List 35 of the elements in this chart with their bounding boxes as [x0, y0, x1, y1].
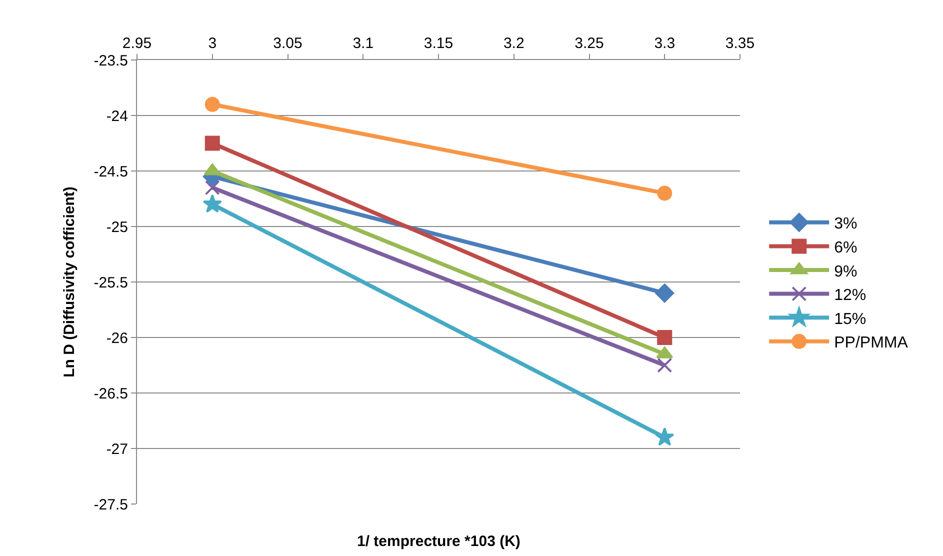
x-tick-label: 3.25	[574, 35, 604, 52]
x-tick-label: 2.95	[122, 35, 152, 52]
point	[657, 358, 672, 373]
y-tick-label: -25.5	[94, 274, 128, 292]
x-tick-label: 3.35	[725, 35, 755, 52]
point	[204, 96, 220, 112]
x-tick-label: 3.05	[273, 35, 302, 52]
legend-label: 9%	[834, 263, 858, 280]
y-tick-label: -27	[106, 440, 128, 458]
x-tick-label: 3.1	[352, 35, 374, 52]
x-tick-label: 3.2	[503, 35, 524, 52]
point	[654, 427, 674, 446]
legend-label: 12%	[834, 287, 866, 304]
point	[655, 284, 674, 303]
y-tick-label: -23.5	[94, 52, 128, 70]
y-tick-label: -24.5	[94, 163, 128, 180]
legend-label: PP/PMMA	[834, 334, 908, 352]
x-tick-label: 3	[208, 35, 217, 52]
legend-label: 15%	[834, 310, 866, 328]
point	[657, 330, 672, 345]
point	[657, 186, 672, 201]
legend-label: 3%	[834, 216, 858, 233]
point	[202, 194, 222, 213]
y-tick-label: -26	[106, 330, 128, 347]
point	[204, 136, 220, 151]
y-tick-label: -26.5	[94, 385, 128, 402]
y-tick-label: -24	[106, 108, 128, 125]
x-tick-label: 3.3	[654, 35, 676, 52]
legend-label: 6%	[834, 239, 858, 256]
point	[204, 180, 220, 196]
y-tick-label: -27.5	[94, 496, 128, 514]
x-axis-title: 1/ temprecture *103 (K)	[357, 533, 520, 550]
x-tick-label: 3.15	[424, 35, 454, 52]
y-tick-label: -25	[106, 218, 128, 236]
y-axis-title: Ln D (Diffusivity cofficient)	[61, 186, 78, 378]
